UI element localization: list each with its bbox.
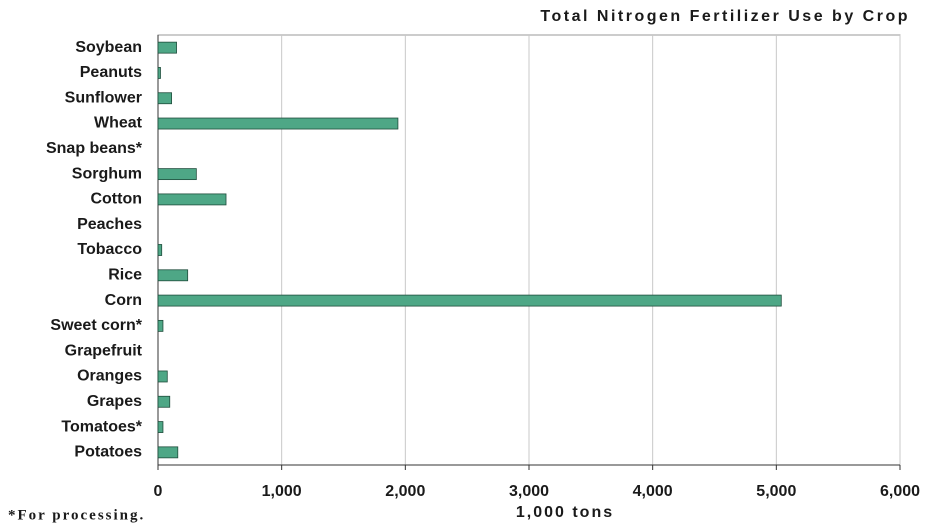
bar — [157, 67, 161, 79]
x-tick-label: 3,000 — [509, 483, 549, 500]
y-tick-label: Tomatoes* — [61, 418, 142, 435]
y-tick-label: Grapes — [87, 393, 142, 410]
y-tick-label: Wheat — [94, 115, 143, 132]
bar — [157, 41, 177, 54]
bar — [157, 294, 782, 307]
y-tick-label: Sorghum — [72, 165, 142, 182]
bar — [157, 319, 164, 332]
y-tick-label: Snap beans* — [46, 140, 143, 157]
y-tick-label: Sweet corn* — [50, 317, 142, 334]
bar — [157, 421, 164, 433]
y-tick-label: Sunflower — [65, 89, 142, 106]
x-axis-label: 1,000 tons — [516, 504, 614, 521]
x-tick-label: 2,000 — [385, 483, 425, 500]
x-tick-label: 4,000 — [633, 483, 673, 500]
x-tick-label: 6,000 — [880, 483, 920, 500]
bar — [157, 269, 189, 282]
y-tick-label: Cotton — [90, 191, 142, 208]
y-tick-label: Soybean — [75, 39, 142, 56]
bar — [157, 370, 168, 383]
y-tick-label: Tobacco — [77, 241, 142, 258]
y-tick-label: Corn — [105, 292, 142, 309]
bar — [157, 244, 163, 256]
footnote: *For processing. — [8, 507, 145, 523]
chart-title: Total Nitrogen Fertilizer Use by Crop — [540, 8, 910, 25]
y-tick-label: Grapefruit — [65, 342, 143, 359]
bar — [157, 117, 399, 130]
bar — [157, 193, 227, 206]
bar — [157, 92, 173, 105]
bar — [157, 168, 197, 181]
bar — [157, 395, 171, 408]
bar — [157, 446, 179, 459]
y-tick-label: Potatoes — [74, 444, 142, 461]
y-tick-label: Peanuts — [80, 64, 142, 81]
x-tick-label: 0 — [154, 483, 163, 500]
x-tick-label: 5,000 — [756, 483, 796, 500]
y-tick-label: Oranges — [77, 368, 142, 385]
y-tick-label: Peaches — [77, 216, 142, 233]
y-tick-label: Rice — [108, 267, 142, 284]
x-tick-label: 1,000 — [262, 483, 302, 500]
